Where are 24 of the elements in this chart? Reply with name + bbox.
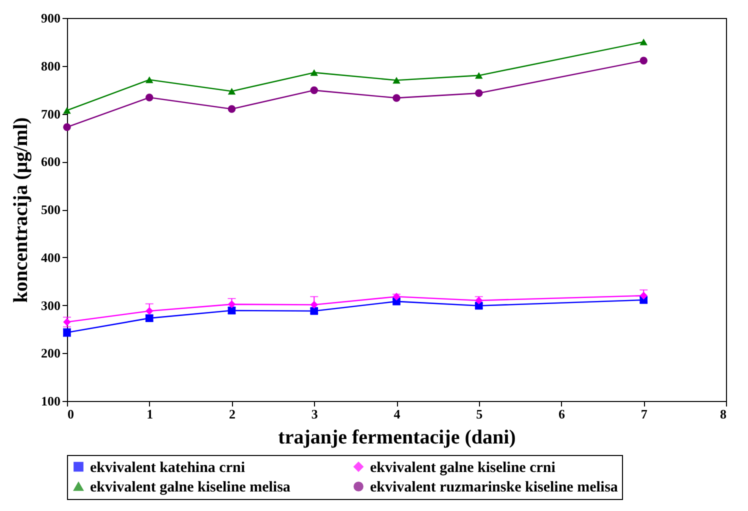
legend-label: ekvivalent galne kiseline crni [370, 460, 556, 476]
y-tick-label: 400 [41, 250, 60, 265]
x-tick-label: 8 [720, 406, 727, 422]
y-tick-label: 600 [41, 154, 60, 170]
x-tick-label: 2 [229, 406, 236, 422]
x-tick-label: 0 [68, 406, 74, 422]
legend-label: ekvivalent galne kiseline melisa [90, 480, 291, 496]
y-tick-label: 800 [41, 58, 60, 74]
y-tick-label: 200 [41, 346, 60, 361]
x-tick-label: 1 [146, 406, 154, 422]
y-tick-label: 700 [41, 106, 60, 122]
legend-label: ekvivalent ruzmarinske kiseline melisa [370, 480, 618, 496]
y-tick-label: 900 [41, 10, 60, 26]
x-tick-label: 4 [394, 406, 401, 422]
x-axis-title: trajanje fermentacije (dani) [278, 426, 516, 448]
x-tick-label: 5 [476, 406, 484, 422]
x-tick-label: 7 [640, 406, 648, 422]
x-tick-label: 6 [558, 406, 566, 422]
x-tick-label: 3 [311, 406, 318, 422]
legend-label: ekvivalent katehina crni [90, 460, 246, 476]
y-axis-title: koncentracija (µg/ml) [10, 117, 32, 303]
y-tick-label: 300 [41, 298, 60, 313]
y-tick-label: 500 [41, 202, 60, 217]
y-tick-label: 100 [41, 394, 60, 408]
